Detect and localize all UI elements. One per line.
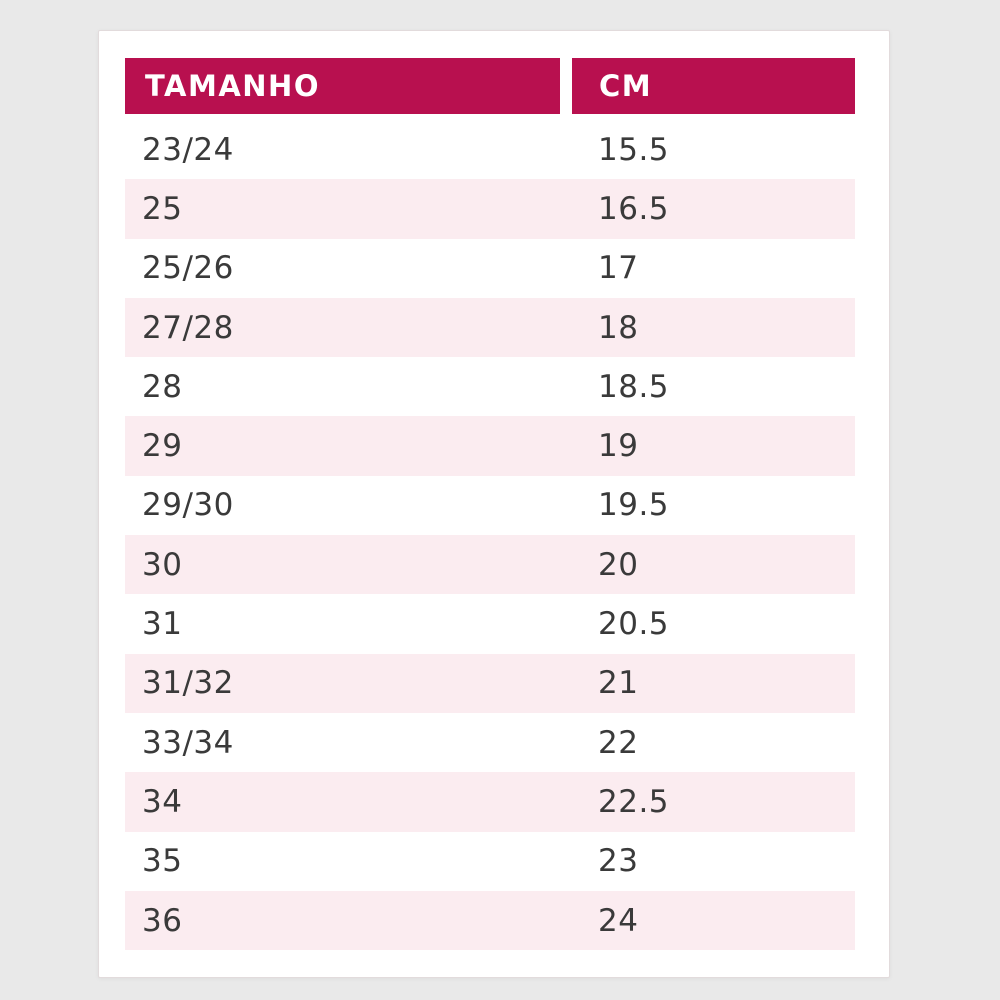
cell-tamanho: 33/34 [142,724,234,761]
cell-cm: 21 [598,665,639,702]
table-body: 23/24 15.5 25 16.5 25/26 17 27/28 18 28 … [125,120,855,951]
cell-tamanho: 34 [142,783,183,820]
table-row: 25 16.5 [125,179,855,239]
table-row: 33/34 22 [125,713,855,772]
size-table: TAMANHO CM 23/24 15.5 25 16.5 25/26 17 2… [125,58,855,951]
cell-tamanho: 29/30 [142,487,234,524]
table-row: 27/28 18 [125,297,855,358]
table-row: 29 19 [125,416,855,476]
cell-tamanho: 23/24 [142,131,234,168]
size-chart-card: TAMANHO CM 23/24 15.5 25 16.5 25/26 17 2… [98,30,890,978]
cell-cm: 18 [598,309,639,346]
table-row: 31/32 21 [125,653,855,713]
cell-tamanho: 31 [142,606,183,643]
cell-cm: 20 [598,546,639,583]
table-row: 29/30 19.5 [125,476,855,535]
table-header-row: TAMANHO CM [125,58,855,114]
cell-tamanho: 25/26 [142,250,234,287]
cell-tamanho: 29 [142,428,183,465]
cell-cm: 17 [598,250,639,287]
cell-tamanho: 27/28 [142,309,234,346]
column-header-cm: CM [572,58,855,114]
cell-cm: 19 [598,428,639,465]
cell-tamanho: 28 [142,368,183,405]
cell-tamanho: 25 [142,190,183,227]
table-row: 31 20.5 [125,594,855,653]
cell-cm: 15.5 [598,131,670,168]
column-header-tamanho: TAMANHO [125,58,560,114]
table-row: 36 24 [125,890,855,951]
cell-cm: 18.5 [598,368,670,405]
table-row: 35 23 [125,832,855,891]
cell-cm: 22.5 [598,783,670,820]
table-row: 25/26 17 [125,239,855,298]
cell-cm: 23 [598,843,639,880]
table-row: 34 22.5 [125,772,855,832]
cell-cm: 20.5 [598,606,670,643]
cell-cm: 24 [598,902,639,939]
cell-tamanho: 31/32 [142,665,234,702]
table-row: 23/24 15.5 [125,120,855,179]
cell-tamanho: 30 [142,546,183,583]
cell-tamanho: 36 [142,902,183,939]
table-row: 30 20 [125,535,855,595]
table-row: 28 18.5 [125,357,855,416]
cell-cm: 19.5 [598,487,670,524]
cell-cm: 16.5 [598,190,670,227]
cell-tamanho: 35 [142,843,183,880]
cell-cm: 22 [598,724,639,761]
